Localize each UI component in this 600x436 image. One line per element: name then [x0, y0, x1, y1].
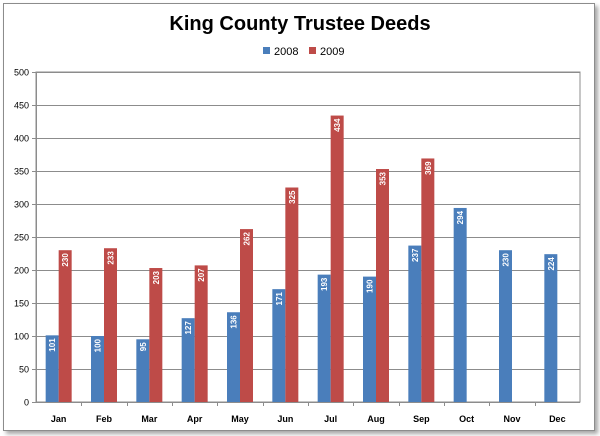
- x-tick-label: Aug: [367, 414, 385, 424]
- x-tick-label: May: [231, 414, 249, 424]
- bar-2008: [91, 336, 104, 402]
- y-tick-label: 50: [19, 365, 29, 375]
- legend-swatch-2008: [263, 47, 270, 54]
- y-tick-label: 150: [14, 299, 29, 309]
- legend-swatch-2009: [309, 47, 316, 54]
- bar-2009: [376, 169, 389, 402]
- bar-2008: [272, 289, 286, 402]
- data-label-2008: 136: [230, 315, 239, 329]
- data-label-2009: 230: [61, 253, 70, 267]
- x-tick-label: Jan: [51, 414, 67, 424]
- x-tick-label: Sep: [413, 414, 430, 424]
- y-tick-label: 450: [14, 101, 29, 111]
- x-tick-label: Apr: [187, 414, 203, 424]
- bar-2008: [544, 254, 558, 402]
- y-tick-label: 250: [14, 233, 29, 243]
- x-tick-label: Jul: [324, 414, 337, 424]
- bar-2008: [136, 339, 150, 402]
- y-tick-label: 0: [24, 398, 29, 408]
- bar-2008: [317, 274, 331, 402]
- data-label-2008: 127: [184, 321, 193, 335]
- data-label-2009: 233: [107, 251, 116, 265]
- bar-2008: [181, 318, 195, 402]
- data-label-2008: 294: [456, 210, 465, 224]
- plot-area: 0 50 100 150 200 250 300 350 400 450 500 Jan 101 230 F…: [14, 68, 581, 424]
- x-tick-label: Jun: [277, 414, 293, 424]
- x-tick-label: Oct: [459, 414, 474, 424]
- legend-label-2008: 2008: [274, 46, 298, 58]
- data-label-2008: 190: [366, 279, 375, 293]
- x-tick-label: Nov: [503, 414, 520, 424]
- data-label-2008: 230: [502, 253, 511, 267]
- x-tick-label: Mar: [141, 414, 158, 424]
- bar-2008: [227, 312, 240, 402]
- y-tick-label: 100: [14, 332, 29, 342]
- chart-title: King County Trustee Deeds: [169, 13, 430, 35]
- bar-2009: [58, 250, 72, 402]
- y-tick-label: 300: [14, 200, 29, 210]
- legend-label-2009: 2009: [320, 46, 344, 58]
- y-tick-label: 400: [14, 134, 29, 144]
- y-tick-label: 200: [14, 266, 29, 276]
- data-label-2008: 100: [94, 338, 103, 352]
- data-label-2009: 207: [197, 268, 206, 282]
- y-tick-label: 350: [14, 167, 29, 177]
- y-tick-label: 500: [14, 68, 29, 78]
- bar-2009: [104, 248, 117, 402]
- data-label-2008: 101: [48, 338, 57, 352]
- bar-2008: [45, 335, 59, 402]
- bar-2009: [194, 265, 208, 402]
- data-label-2008: 193: [320, 277, 329, 291]
- data-label-2008: 224: [547, 257, 556, 271]
- bar-2008: [453, 207, 467, 402]
- bar-2009: [421, 158, 435, 402]
- bar-2008: [408, 245, 422, 402]
- x-tick-label: Feb: [96, 414, 113, 424]
- x-tick-label: Dec: [549, 414, 566, 424]
- bar-2009: [240, 229, 253, 402]
- bar-2009: [330, 115, 344, 402]
- data-label-2008: 95: [139, 342, 148, 351]
- bar-2008: [363, 276, 376, 402]
- data-label-2009: 434: [333, 118, 342, 132]
- bar-2008: [499, 250, 512, 402]
- data-label-2009: 369: [424, 161, 433, 175]
- data-label-2009: 203: [152, 270, 161, 284]
- data-label-2008: 237: [411, 248, 420, 262]
- data-label-2008: 171: [275, 292, 284, 306]
- legend: 2008 2009: [263, 46, 344, 58]
- data-label-2009: 325: [288, 190, 297, 204]
- bar-2009: [285, 187, 299, 402]
- data-label-2009: 353: [379, 171, 388, 185]
- bar-2009: [149, 268, 163, 402]
- data-label-2009: 262: [243, 232, 252, 246]
